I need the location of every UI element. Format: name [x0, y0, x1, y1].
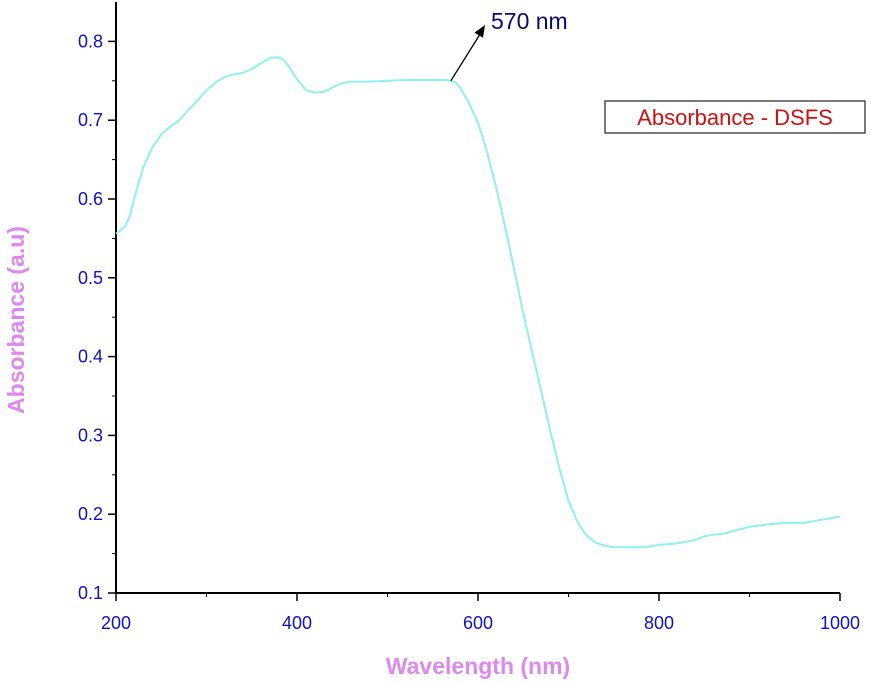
- y-tick-label: 0.5: [78, 268, 103, 288]
- x-tick-label: 600: [463, 613, 493, 633]
- absorbance-series-line: [115, 56, 841, 549]
- y-tick-label: 0.4: [78, 347, 103, 367]
- y-tick-label: 0.7: [78, 110, 103, 130]
- y-tick-label: 0.6: [78, 189, 103, 209]
- legend-border: [604, 100, 866, 134]
- legend-box: Absorbance - DSFS: [604, 100, 866, 134]
- annotation-arrow-line: [450, 30, 483, 82]
- y-tick-label: 0.8: [78, 31, 103, 51]
- annotation-arrowhead: [474, 25, 485, 38]
- y-axis-title: Absorbance (a.u): [3, 226, 29, 414]
- annotation-label: 570 nm: [491, 8, 568, 34]
- x-tick-label: 1000: [820, 613, 860, 633]
- y-tick-label: 0.2: [78, 504, 103, 524]
- x-tick-label: 200: [101, 613, 131, 633]
- x-axis-title: Wavelength (nm): [386, 653, 570, 679]
- x-tick-label: 800: [644, 613, 674, 633]
- legend-label: Absorbance - DSFS: [637, 105, 833, 130]
- x-tick-label: 400: [282, 613, 312, 633]
- y-tick-label: 0.1: [78, 583, 103, 603]
- y-tick-label: 0.3: [78, 425, 103, 445]
